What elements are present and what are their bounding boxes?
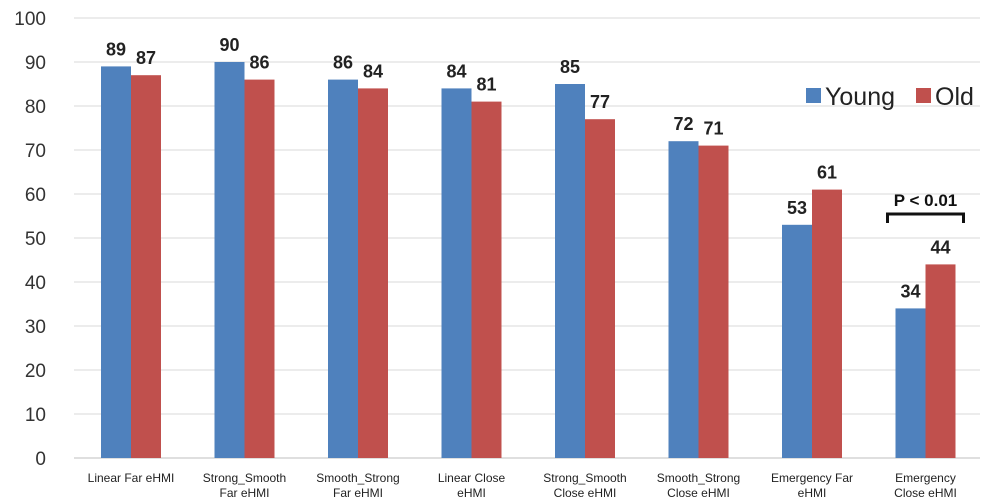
x-tick-label-line: Close eHMI xyxy=(894,486,957,500)
y-tick-label: 60 xyxy=(25,185,46,206)
data-label-old: 81 xyxy=(476,75,496,95)
data-label-young: 72 xyxy=(673,114,693,134)
bar-young xyxy=(895,308,926,458)
x-tick-label-line: Far eHMI xyxy=(219,486,269,500)
bar-old xyxy=(812,189,842,458)
y-tick-label: 70 xyxy=(25,141,46,162)
bar-young xyxy=(441,88,472,459)
data-label-old: 77 xyxy=(590,92,610,112)
data-label-layer: 89 90 86 84 85 72 53 34 87 86 84 81 77 71 61 44 xyxy=(106,35,951,301)
x-tick-label-line: Emergency Far xyxy=(771,471,853,485)
bar-old xyxy=(358,88,388,459)
data-label-young: 89 xyxy=(106,39,126,59)
y-tick-label: 20 xyxy=(25,361,46,382)
bar-old xyxy=(585,119,615,458)
bar-young xyxy=(668,141,699,458)
data-label-young: 90 xyxy=(219,35,239,55)
legend: Young Old xyxy=(806,83,974,111)
x-tick-label: Emergency Close eHMI xyxy=(894,471,957,500)
bar-old xyxy=(244,79,275,458)
x-tick-label-line: eHMI xyxy=(798,486,827,500)
bar-young xyxy=(328,79,358,458)
x-tick-label: Emergency Far eHMI xyxy=(771,471,853,500)
legend-swatch-young xyxy=(806,88,821,103)
y-tick-label: 0 xyxy=(35,449,46,470)
x-tick-label: Linear Close eHMI xyxy=(438,471,506,500)
x-tick-label-line: Strong_Smooth xyxy=(543,471,626,485)
data-label-old: 61 xyxy=(817,163,837,183)
bar-layer xyxy=(101,62,956,459)
data-label-old: 86 xyxy=(249,53,269,73)
x-tick-label-line: Strong_Smooth xyxy=(203,471,286,485)
x-tick-label-line: Smooth_Strong xyxy=(657,471,740,485)
data-label-young: 53 xyxy=(787,198,807,218)
data-label-old: 71 xyxy=(703,119,723,139)
x-tick-label-line: Linear Far eHMI xyxy=(88,471,175,485)
bar-old xyxy=(925,264,956,458)
legend-label-old: Old xyxy=(935,83,974,111)
data-label-young: 34 xyxy=(900,281,920,301)
data-label-young: 86 xyxy=(333,53,353,73)
bar-young xyxy=(555,84,585,458)
x-tick-label-line: Close eHMI xyxy=(667,486,730,500)
bar-old xyxy=(471,101,502,458)
x-tick-label-line: Close eHMI xyxy=(554,486,617,500)
x-tick-label-line: eHMI xyxy=(457,486,486,500)
y-tick-label: 100 xyxy=(14,9,46,30)
bar-young xyxy=(101,66,131,459)
x-tick-label: Smooth_Strong Close eHMI xyxy=(657,471,740,500)
data-label-old: 84 xyxy=(363,61,383,81)
y-tick-label: 30 xyxy=(25,317,46,338)
bar-old xyxy=(131,75,161,458)
data-label-young: 84 xyxy=(446,61,466,81)
data-label-young: 85 xyxy=(560,57,580,77)
annotation-layer: P < 0.01 xyxy=(886,191,965,223)
x-tick-label-line: Smooth_Strong xyxy=(316,471,399,485)
bar-young xyxy=(782,224,812,458)
bar-old xyxy=(698,145,729,458)
x-tick-label-line: Linear Close xyxy=(438,471,506,485)
significance-label: P < 0.01 xyxy=(894,191,958,210)
x-tick-label: Strong_Smooth Far eHMI xyxy=(203,471,286,500)
y-tick-label: 50 xyxy=(25,229,46,250)
x-tick-label: Smooth_Strong Far eHMI xyxy=(316,471,399,500)
x-tick-label: Strong_Smooth Close eHMI xyxy=(543,471,626,500)
x-tick-label-line: Far eHMI xyxy=(333,486,383,500)
y-tick-label: 90 xyxy=(25,53,46,74)
legend-label-young: Young xyxy=(825,83,895,111)
significance-bracket xyxy=(886,212,965,223)
y-tick-label: 80 xyxy=(25,97,46,118)
data-label-old: 44 xyxy=(930,237,950,257)
y-tick-label: 10 xyxy=(25,405,46,426)
x-tick-label-line: Emergency xyxy=(895,471,956,485)
legend-swatch-old xyxy=(916,88,931,103)
y-tick-label: 40 xyxy=(25,273,46,294)
data-label-old: 87 xyxy=(136,48,156,68)
bar-young xyxy=(214,62,245,458)
x-tick-label: Linear Far eHMI xyxy=(88,471,175,485)
